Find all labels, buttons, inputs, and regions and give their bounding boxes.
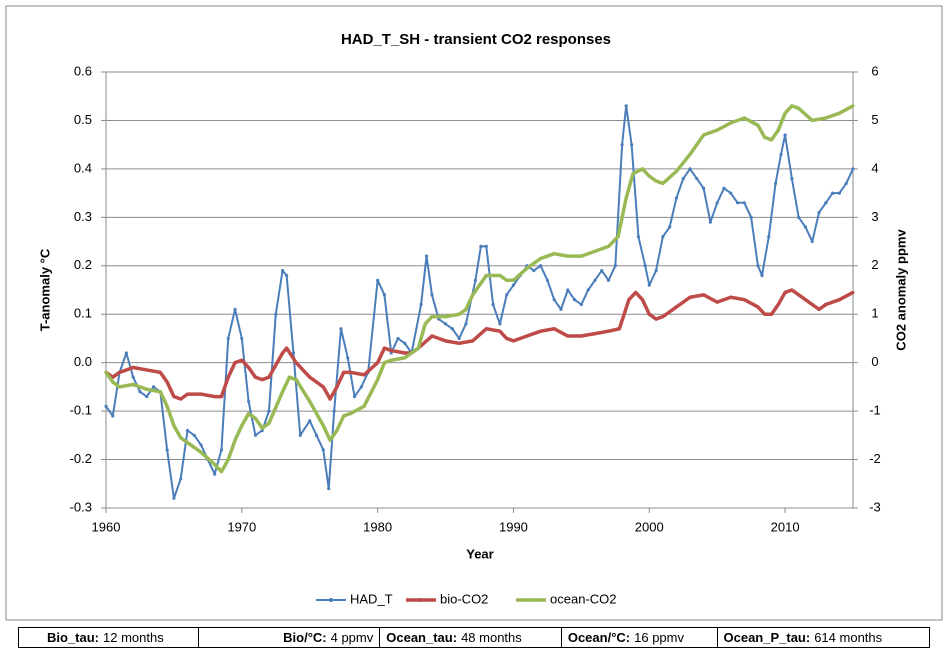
chart-border — [5, 5, 943, 621]
parameter-value: 16 ppmv — [634, 630, 684, 645]
y-tick-label: 0.1 — [74, 306, 92, 321]
legend-marker — [329, 598, 333, 602]
parameter-cell: Ocean/°C: 16 ppmv — [562, 628, 718, 647]
y-tick-label: 0.3 — [74, 209, 92, 224]
x-tick-label: 1970 — [227, 519, 256, 534]
y2-tick-label: -3 — [869, 499, 881, 514]
chart: HAD_T_SH - transient CO2 responses Year … — [5, 5, 943, 621]
parameter-label: Ocean_tau: — [386, 630, 458, 645]
y2-tick-label: 4 — [871, 160, 878, 175]
x-tick-label: 1990 — [499, 519, 528, 534]
y-tick-label: -0.2 — [70, 451, 92, 466]
parameter-cell: Bio/°C: 4 ppmv — [199, 628, 381, 647]
parameter-value: 4 ppmv — [330, 630, 374, 645]
legend-label: ocean-CO2 — [550, 591, 616, 606]
x-axis-title: Year — [466, 546, 493, 561]
y-axis-title: T-anomaly °C — [37, 248, 52, 331]
legend-marker — [419, 598, 423, 602]
legend-item: bio-CO2 — [406, 591, 488, 606]
legend-marker — [529, 598, 533, 602]
series-line — [104, 104, 855, 474]
legend-item: ocean-CO2 — [516, 591, 616, 606]
legend-label: bio-CO2 — [440, 591, 488, 606]
legend-label: HAD_T — [350, 591, 393, 606]
parameter-label: Ocean_P_tau: — [723, 630, 811, 645]
parameter-cell: Ocean_tau: 48 months — [380, 628, 562, 647]
parameter-label: Ocean/°C: — [567, 630, 631, 645]
x-tick-label: 2000 — [635, 519, 664, 534]
parameter-cell: Ocean_P_tau: 614 months — [718, 628, 930, 647]
y-tick-label: 0.2 — [74, 257, 92, 272]
x-tick-label: 1980 — [363, 519, 392, 534]
y2-tick-label: 1 — [871, 306, 878, 321]
y2-tick-label: 3 — [871, 209, 878, 224]
y2-tick-label: -2 — [869, 451, 881, 466]
y-tick-label: 0.0 — [74, 354, 92, 369]
y2-tick-label: 0 — [871, 354, 878, 369]
y2-axis-title: CO2 anomaly ppmv — [893, 229, 908, 351]
legend-item: HAD_T — [316, 591, 393, 606]
parameter-label: Bio/°C: — [283, 630, 327, 645]
y-tick-label: -0.3 — [70, 499, 92, 514]
y-tick-label: -0.1 — [70, 403, 92, 418]
parameter-value: 48 months — [461, 630, 522, 645]
chart-title: HAD_T_SH - transient CO2 responses — [341, 31, 611, 48]
parameter-value: 614 months — [814, 630, 883, 645]
y-tick-label: 0.5 — [74, 112, 92, 127]
y2-tick-label: 5 — [871, 112, 878, 127]
y2-tick-label: 6 — [871, 63, 878, 78]
parameter-table: Bio_tau: 12 months Bio/°C: 4 ppmv Ocean_tau:… — [18, 627, 930, 648]
parameter-value: 12 months — [103, 630, 164, 645]
x-tick-label: 2010 — [771, 519, 800, 534]
y2-tick-label: -1 — [869, 403, 881, 418]
y-tick-label: 0.6 — [74, 63, 92, 78]
y2-tick-label: 2 — [871, 257, 878, 272]
x-tick-label: 1960 — [92, 519, 121, 534]
y-tick-label: 0.4 — [74, 160, 92, 175]
parameter-label: Bio_tau: — [47, 630, 99, 645]
parameter-cell: Bio_tau: 12 months — [19, 628, 199, 647]
